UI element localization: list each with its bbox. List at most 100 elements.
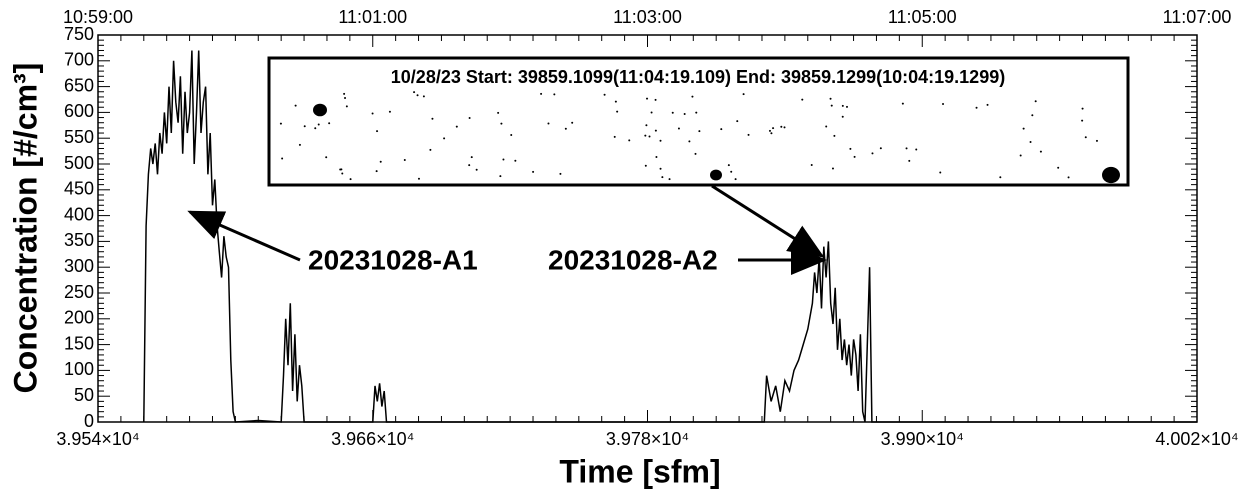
x-axis-label: Time [sfm] [559, 453, 720, 489]
inset-dot [468, 164, 470, 166]
inset-dot [645, 124, 647, 126]
x2-tick-label: 11:07:00 [1163, 7, 1232, 27]
inset-dot [346, 105, 348, 107]
inset-dot [651, 111, 653, 113]
inset-dot [571, 122, 573, 124]
inset-dot [730, 171, 732, 173]
inset-dot [417, 94, 419, 96]
x-tick-label: 3.990×10⁴ [881, 429, 964, 449]
inset-dot [846, 106, 848, 108]
inset-dot [646, 98, 648, 100]
inset-dot [661, 176, 663, 178]
inset-dot [655, 156, 657, 158]
inset-dot [341, 173, 343, 175]
inset-dot [743, 93, 745, 95]
y-tick-label: 550 [64, 127, 94, 147]
inset-blob [1102, 167, 1120, 183]
inset-dot [628, 139, 630, 141]
chart: Time [sfm] Concentration [#/cm³] 10/28/2… [0, 0, 1256, 493]
y-tick-label: 350 [64, 230, 94, 250]
inset-dot [1023, 128, 1025, 130]
y-tick-label: 150 [64, 333, 94, 353]
inset-dot [1031, 114, 1033, 116]
inset-dot [443, 137, 445, 139]
inset-dot [644, 135, 646, 137]
inset-dot [769, 130, 771, 132]
inset-dot [645, 165, 647, 167]
inset-dot [615, 101, 617, 103]
inset-dot [418, 178, 420, 180]
inset-dot [616, 111, 618, 113]
inset-dot [1068, 176, 1070, 178]
inset-dot [784, 126, 786, 128]
inset-title: 10/28/23 Start: 39859.1099(11:04:19.109)… [391, 67, 1005, 87]
annotation: 20231028-A1 [308, 244, 478, 275]
inset-blob [313, 104, 327, 117]
y-tick-label: 650 [64, 75, 94, 95]
inset-dot [380, 161, 382, 163]
y-tick-label: 700 [64, 50, 94, 70]
inset-dot [649, 136, 651, 138]
inset-dot [547, 122, 549, 124]
inset-dot [376, 170, 378, 172]
inset-dot [1040, 151, 1042, 153]
annotation: 20231028-A2 [548, 244, 718, 275]
inset: 10/28/23 Start: 39859.1099(11:04:19.109)… [269, 58, 1128, 185]
inset-dot [476, 169, 478, 171]
inset-dot [328, 122, 330, 124]
y-tick-label: 750 [64, 24, 94, 44]
inset-dot [614, 136, 616, 138]
inset-dot [672, 112, 674, 114]
inset-dot [280, 123, 282, 125]
inset-dot [343, 93, 345, 95]
inset-dot [691, 96, 693, 98]
y-tick-label: 450 [64, 179, 94, 199]
x-tick-label: 3.954×10⁴ [56, 429, 139, 449]
inset-dot [500, 123, 502, 125]
inset-dot [413, 91, 415, 93]
inset-dot [735, 178, 737, 180]
inset-dot [770, 132, 772, 134]
inset-dot [688, 140, 690, 142]
inset-dot [655, 130, 657, 132]
inset-dot [801, 99, 803, 101]
inset-dot [698, 130, 700, 132]
inset-dot [908, 160, 910, 162]
x-tick-label: 4.002×10⁴ [1155, 429, 1238, 449]
inset-dot [389, 111, 391, 113]
inset-dot [906, 147, 908, 149]
y-tick-label: 500 [64, 153, 94, 173]
inset-dot [318, 123, 320, 125]
inset-dot [559, 173, 561, 175]
inset-dot [1085, 136, 1087, 138]
inset-dot [540, 93, 542, 95]
y-tick-label: 250 [64, 282, 94, 302]
inset-dot [811, 164, 813, 166]
inset-dot [281, 158, 283, 160]
inset-dot [669, 178, 671, 180]
inset-dot [339, 169, 341, 171]
x-tick-label: 3.966×10⁴ [331, 429, 414, 449]
y-tick-label: 100 [64, 359, 94, 379]
x2-tick-label: 11:05:00 [888, 7, 957, 27]
inset-dot [553, 93, 555, 95]
inset-dot [871, 152, 873, 154]
inset-dot [748, 134, 750, 136]
x2-tick-label: 11:01:00 [338, 7, 407, 27]
inset-dot [678, 127, 680, 129]
inset-dot [429, 149, 431, 151]
inset-dot [660, 140, 662, 142]
inset-dot [655, 99, 657, 101]
inset-dot [350, 178, 352, 180]
inset-dot [295, 105, 297, 107]
inset-dot [833, 135, 835, 137]
inset-dot [502, 158, 504, 160]
inset-dot [1030, 141, 1032, 143]
inset-dot [939, 172, 941, 174]
inset-dot [304, 125, 306, 127]
y-tick-label: 50 [74, 385, 94, 405]
inset-dot [325, 156, 327, 158]
y-tick-label: 600 [64, 101, 94, 121]
inset-dot [404, 159, 406, 161]
y-axis-label: Concentration [#/cm³] [7, 63, 43, 394]
